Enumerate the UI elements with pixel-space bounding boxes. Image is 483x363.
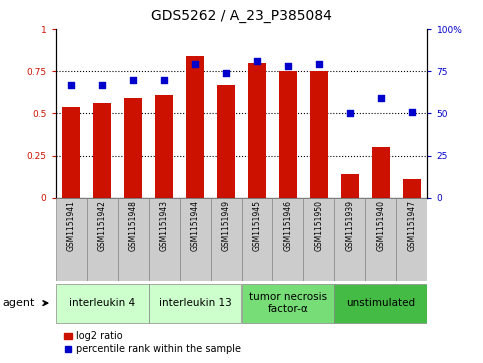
Text: interleukin 4: interleukin 4 — [69, 298, 135, 308]
Text: tumor necrosis
factor-α: tumor necrosis factor-α — [249, 292, 327, 314]
Text: unstimulated: unstimulated — [346, 298, 415, 308]
Bar — [56, 284, 149, 323]
Bar — [403, 179, 421, 198]
Point — [98, 82, 106, 87]
Point — [222, 70, 230, 76]
Bar — [248, 63, 266, 198]
Bar — [372, 147, 390, 198]
Bar — [117, 198, 149, 281]
Text: GSM1151945: GSM1151945 — [253, 200, 261, 251]
Bar — [397, 198, 427, 281]
Point — [253, 58, 261, 64]
Bar — [180, 198, 211, 281]
Text: GSM1151942: GSM1151942 — [98, 200, 107, 251]
Point — [408, 109, 416, 115]
Bar — [149, 284, 242, 323]
Text: GSM1151947: GSM1151947 — [408, 200, 416, 251]
Point — [160, 77, 168, 82]
Bar — [217, 85, 235, 198]
Text: GSM1151944: GSM1151944 — [190, 200, 199, 251]
Legend: log2 ratio, percentile rank within the sample: log2 ratio, percentile rank within the s… — [60, 327, 245, 358]
Bar — [211, 198, 242, 281]
Point — [129, 77, 137, 82]
Point — [377, 95, 385, 101]
Text: interleukin 13: interleukin 13 — [158, 298, 231, 308]
Bar — [366, 198, 397, 281]
Text: GSM1151950: GSM1151950 — [314, 200, 324, 251]
Bar — [124, 98, 142, 198]
Bar — [149, 198, 180, 281]
Bar — [56, 198, 86, 281]
Bar — [93, 103, 112, 198]
Bar — [334, 284, 427, 323]
Bar — [86, 198, 117, 281]
Bar — [272, 198, 303, 281]
Bar — [186, 56, 204, 198]
Point — [346, 110, 354, 116]
Text: agent: agent — [2, 298, 35, 308]
Point — [284, 63, 292, 69]
Bar — [303, 198, 334, 281]
Text: GSM1151941: GSM1151941 — [67, 200, 75, 251]
Text: GSM1151940: GSM1151940 — [376, 200, 385, 251]
Text: GSM1151939: GSM1151939 — [345, 200, 355, 251]
Bar — [155, 95, 173, 198]
Text: GSM1151946: GSM1151946 — [284, 200, 293, 251]
Point — [191, 62, 199, 68]
Bar — [279, 71, 297, 198]
Bar — [62, 107, 80, 198]
Bar — [310, 71, 328, 198]
Point — [315, 62, 323, 68]
Bar — [334, 198, 366, 281]
Text: GSM1151949: GSM1151949 — [222, 200, 230, 251]
Point — [67, 82, 75, 87]
Bar — [242, 284, 334, 323]
Bar — [341, 174, 359, 198]
Text: GDS5262 / A_23_P385084: GDS5262 / A_23_P385084 — [151, 9, 332, 23]
Text: GSM1151948: GSM1151948 — [128, 200, 138, 251]
Text: GSM1151943: GSM1151943 — [159, 200, 169, 251]
Bar — [242, 198, 272, 281]
